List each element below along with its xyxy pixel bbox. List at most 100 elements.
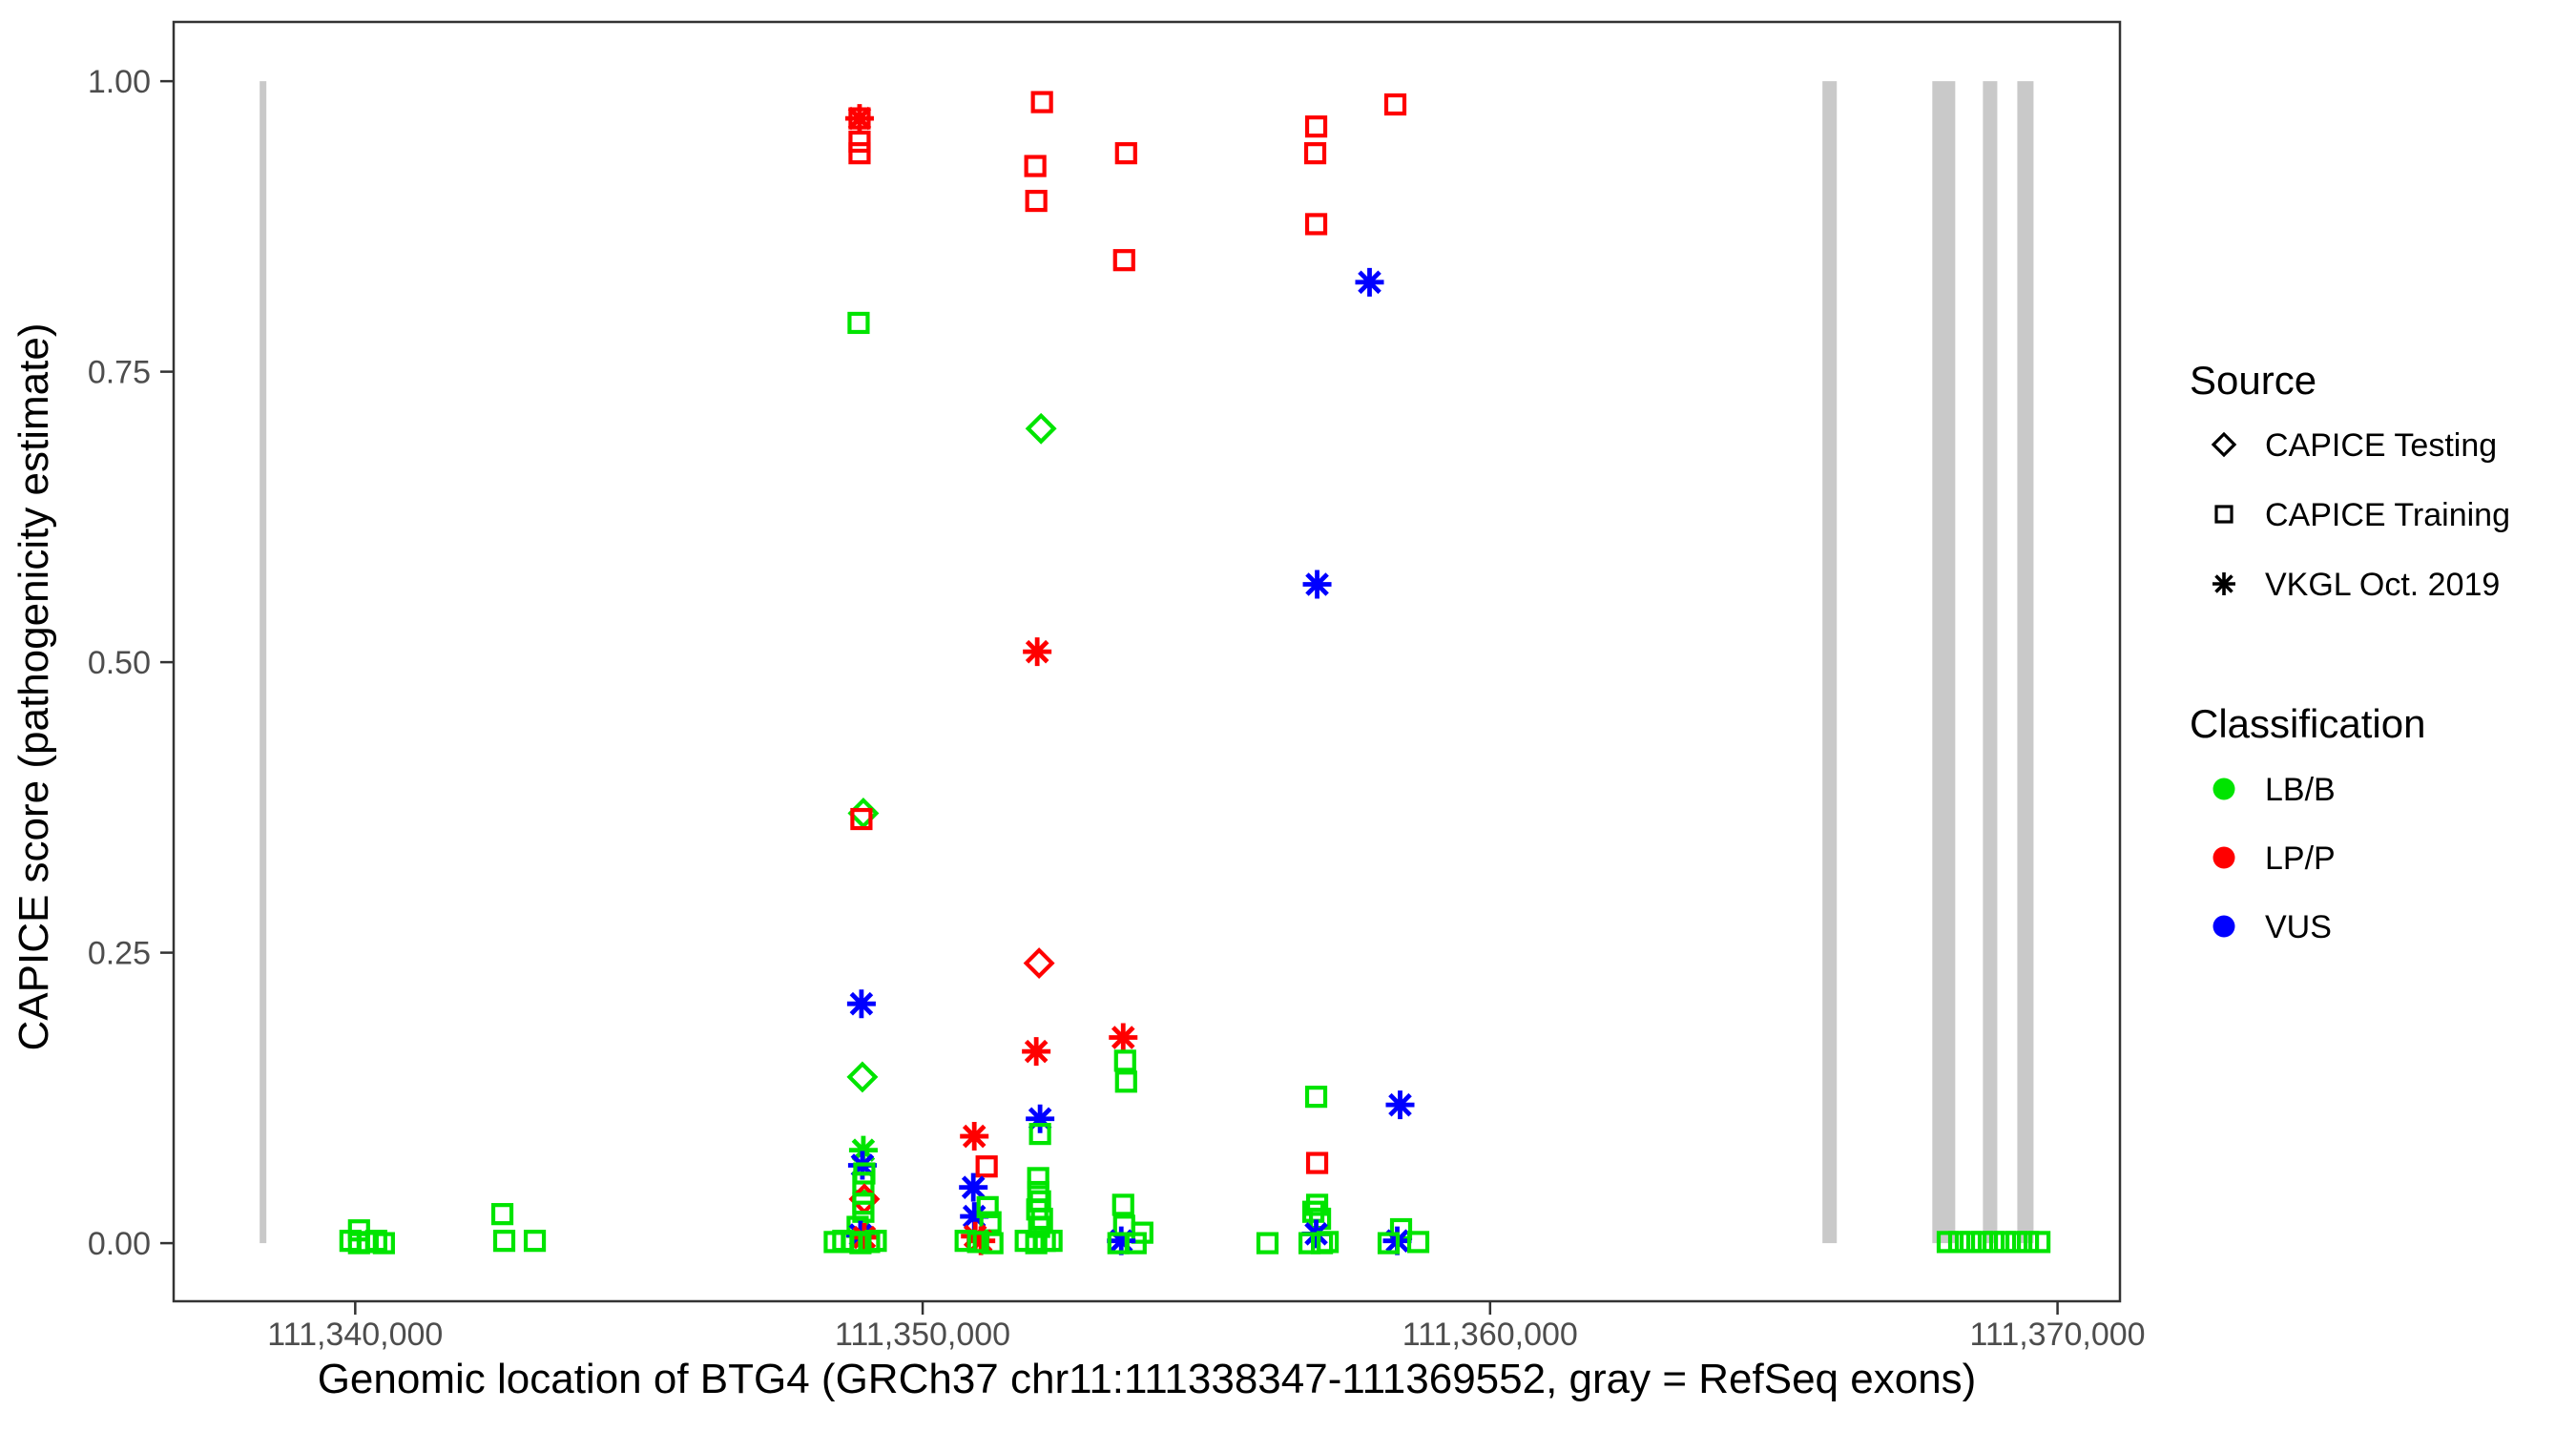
data-point — [1114, 1070, 1137, 1093]
marker-asterisk — [846, 989, 876, 1019]
marker-square — [1959, 1231, 1983, 1254]
marker-square — [1947, 1231, 1971, 1254]
data-point — [1936, 1231, 1960, 1254]
data-point — [1377, 1232, 1401, 1255]
data-point — [1022, 1037, 1051, 1067]
refseq-exon-bar — [260, 81, 267, 1244]
data-point — [1112, 249, 1135, 272]
marker-square — [1936, 1231, 1960, 1254]
marker-square — [372, 1232, 395, 1255]
marker-square — [1113, 1049, 1136, 1072]
x-tick-label: 111,370,000 — [1970, 1317, 2146, 1353]
marker-asterisk — [966, 1226, 996, 1255]
legend-classification-items: LB/B LP/P VUS — [2212, 772, 2336, 945]
refseq-exon-bar — [1932, 81, 1956, 1244]
x-tick-label: 111,340,000 — [267, 1317, 443, 1353]
marker-square — [847, 311, 870, 335]
marker-asterisk — [960, 1202, 989, 1232]
marker-square — [2214, 505, 2233, 524]
marker-square — [864, 1230, 887, 1253]
marker-diamond — [1025, 412, 1057, 445]
data-point — [492, 1230, 516, 1253]
data-point — [844, 104, 874, 134]
marker-square — [1024, 155, 1047, 177]
data-point — [849, 1223, 879, 1253]
marker-square — [1383, 93, 1407, 116]
y-tick-label: 1.00 — [88, 64, 151, 100]
marker-square — [976, 1195, 999, 1218]
data-point — [981, 1232, 1004, 1255]
marker-asterisk — [848, 1135, 878, 1165]
marker-asterisk — [1355, 267, 1384, 297]
marker-square — [1982, 1231, 2005, 1254]
marker-asterisk — [1107, 1226, 1136, 1255]
legend-classification-item-label: VUS — [2265, 909, 2332, 945]
data-point — [852, 1172, 875, 1194]
x-tick-label: 111,360,000 — [1402, 1317, 1578, 1353]
axis-layer: 0.00 0.25 0.50 0.75 1.00 111,340,000 111,350,0… — [88, 64, 2146, 1353]
data-point — [966, 1231, 989, 1254]
marker-square — [1406, 1231, 1430, 1254]
data-point — [1305, 1193, 1329, 1216]
marker-square — [850, 807, 873, 831]
exon-bars-layer — [260, 81, 2034, 1244]
marker-square — [1112, 249, 1135, 272]
marker-asterisk — [1023, 637, 1052, 667]
data-point — [1304, 115, 1328, 138]
data-point — [846, 1061, 879, 1093]
data-point — [523, 1230, 547, 1253]
data-point — [850, 807, 873, 831]
marker-square — [523, 1230, 547, 1253]
data-point — [864, 1230, 887, 1253]
refseq-exon-bar — [2017, 81, 2034, 1244]
data-point — [1355, 267, 1384, 297]
data-point — [2005, 1231, 2028, 1254]
data-point — [1993, 1231, 2017, 1254]
data-point — [954, 1230, 977, 1253]
y-tick-label: 0.25 — [88, 936, 151, 972]
data-point — [1040, 1230, 1063, 1253]
marker-square — [1040, 1230, 1063, 1253]
legend-source-items: CAPICE Testing CAPICE Training VKGL Oct. 2… — [2211, 427, 2510, 603]
x-tick-label: 111,350,000 — [835, 1317, 1010, 1353]
data-point — [1302, 570, 1332, 599]
data-point — [1383, 93, 1407, 116]
marker-square — [2028, 1231, 2051, 1254]
data-point — [966, 1226, 996, 1255]
data-point — [1025, 189, 1048, 213]
data-point — [1959, 1231, 1983, 1254]
data-point — [1385, 1090, 1415, 1120]
marker-square — [1304, 213, 1328, 236]
data-point — [1317, 1231, 1340, 1254]
refseq-exon-bar — [1822, 81, 1838, 1244]
marker-square — [1114, 142, 1137, 165]
marker-diamond — [846, 1061, 879, 1093]
data-point — [1124, 1232, 1147, 1255]
legend-classification-title: Classification — [2190, 701, 2425, 746]
data-point — [1305, 1151, 1329, 1174]
data-point — [372, 1232, 395, 1255]
y-tick-label: 0.75 — [88, 355, 151, 391]
data-point — [846, 989, 876, 1019]
y-tick-label: 0.50 — [88, 645, 151, 681]
marker-asterisk — [1109, 1023, 1138, 1052]
data-point — [959, 1172, 988, 1202]
marker-square — [490, 1203, 514, 1226]
marker-square — [852, 1200, 875, 1223]
marker-asterisk — [1026, 1104, 1055, 1133]
data-point — [2028, 1231, 2051, 1254]
marker-diamond — [1023, 947, 1055, 980]
data-point — [1027, 1167, 1049, 1190]
data-point — [1301, 1200, 1325, 1223]
data-point — [1026, 1104, 1055, 1133]
data-point — [1025, 412, 1057, 445]
marker-square — [1028, 1123, 1051, 1146]
data-point — [1107, 1226, 1136, 1255]
marker-square — [1970, 1231, 1994, 1254]
data-point — [1970, 1231, 1994, 1254]
data-point — [960, 1202, 989, 1232]
marker-asterisk — [1385, 1090, 1415, 1120]
data-point — [490, 1203, 514, 1226]
marker-square — [1303, 142, 1327, 165]
